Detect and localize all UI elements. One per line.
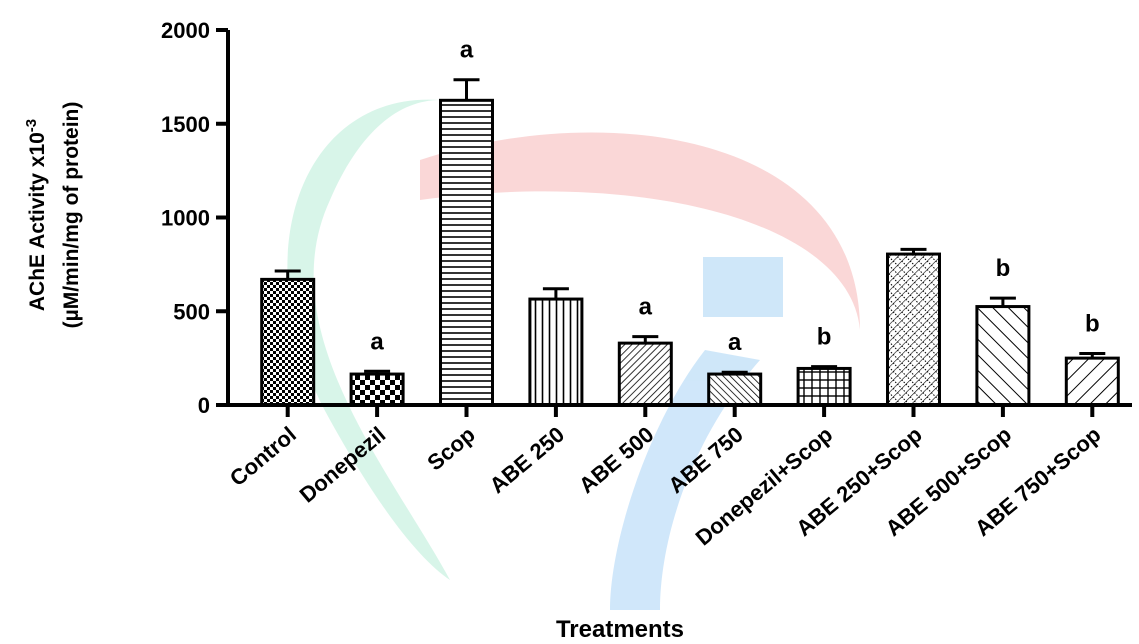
bar-abe-250-scop [886, 252, 941, 407]
y-tick-label: 1500 [161, 112, 210, 137]
bar-abe-250 [528, 297, 584, 407]
y-tick-label: 500 [173, 299, 210, 324]
y-axis: 0 500 1000 1500 2000 [161, 18, 230, 418]
bar-abe-750-scop [1064, 356, 1120, 407]
bar-scop [439, 98, 494, 407]
bar-abe-500-scop [975, 305, 1031, 407]
bar-control [260, 277, 316, 407]
bar-donepezil-scop [796, 366, 852, 407]
x-axis-title: Treatments [556, 616, 684, 643]
y-tick-label: 2000 [161, 18, 210, 43]
bar-abe-750 [707, 372, 763, 407]
significance-label: a [728, 329, 742, 356]
watermark-logo [287, 99, 860, 610]
x-tick-label: Control [225, 422, 301, 491]
bar-abe-500 [617, 341, 673, 407]
x-tick-label: Scop [422, 422, 479, 476]
plot-area: a a a a b b b [260, 37, 1120, 407]
y-axis-title: AChE Activity x10-3 [23, 119, 49, 311]
y-tick-label: 1000 [161, 206, 210, 231]
y-axis-title-units: (µM/min/mg of protein) [60, 102, 83, 329]
significance-label: a [370, 328, 384, 355]
significance-label: b [996, 255, 1011, 282]
bar-donepezil [349, 372, 405, 407]
significance-label: b [817, 324, 832, 351]
significance-label: a [639, 294, 653, 321]
significance-label: b [1085, 310, 1100, 337]
y-tick-label: 0 [198, 393, 210, 418]
significance-label: a [460, 37, 474, 64]
x-tick-label: ABE 250 [485, 422, 569, 499]
